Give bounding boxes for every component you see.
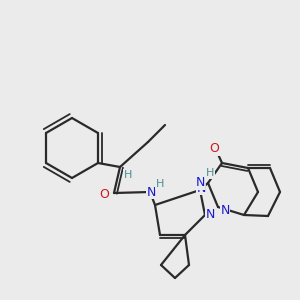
Text: O: O (99, 188, 109, 202)
Text: N: N (146, 185, 156, 199)
Text: H: H (124, 170, 132, 180)
Text: N: N (196, 182, 206, 194)
Text: N: N (195, 176, 205, 190)
Text: H: H (156, 179, 164, 189)
Text: H: H (206, 168, 214, 178)
Text: N: N (220, 203, 230, 217)
Text: O: O (209, 142, 219, 155)
Text: N: N (205, 208, 215, 221)
